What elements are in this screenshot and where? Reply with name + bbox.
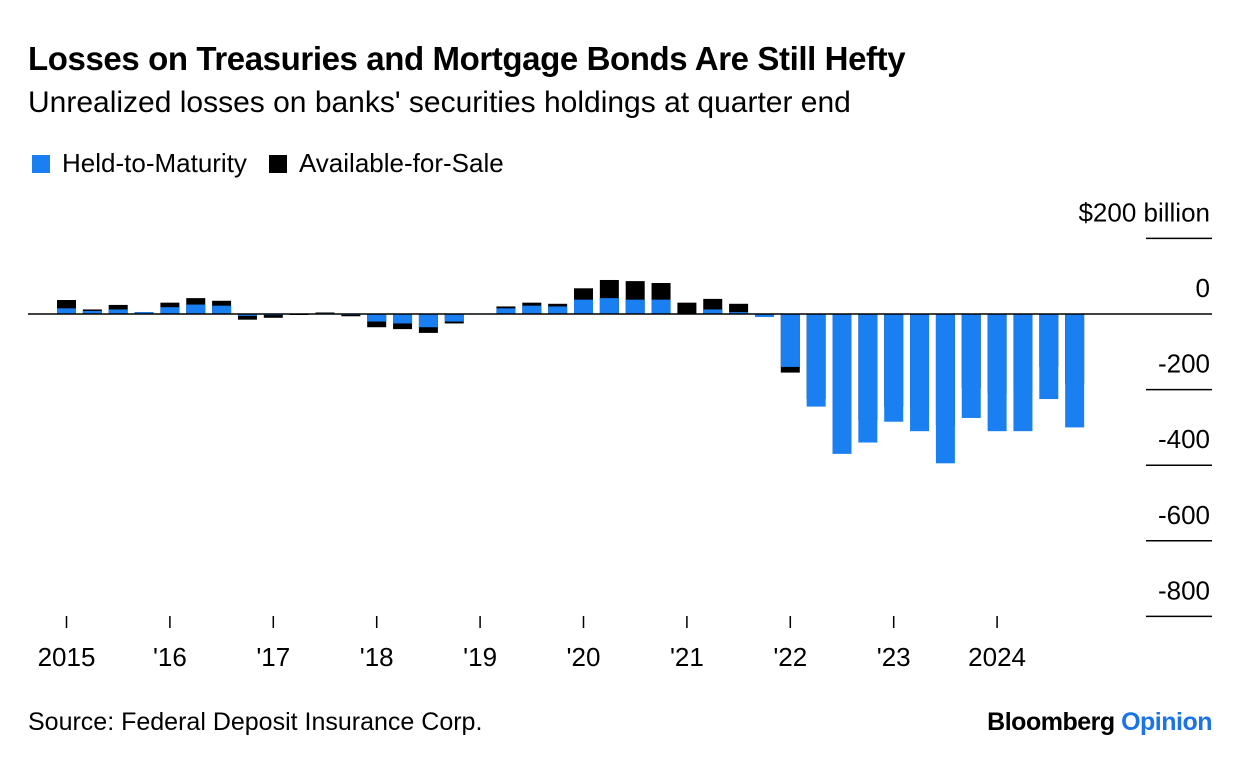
bar-held-to-maturity [186, 304, 206, 314]
bar-held-to-maturity [134, 312, 154, 314]
y-tick-label: 0 [1196, 273, 1210, 303]
bar-held-to-maturity [212, 305, 232, 314]
bar-held-to-maturity [754, 314, 774, 318]
bar-held-to-maturity [729, 312, 749, 314]
bar-held-to-maturity [599, 298, 619, 314]
bar-available-for-sale [237, 314, 257, 320]
bar-held-to-maturity [806, 314, 826, 407]
legend: Held-to-Maturity Available-for-Sale [32, 148, 526, 179]
x-tick-label: '17 [256, 642, 290, 672]
bar-held-to-maturity [935, 314, 955, 464]
bar-held-to-maturity [57, 308, 76, 314]
x-tick-label: '21 [670, 642, 704, 672]
bar-held-to-maturity [393, 314, 413, 324]
bar-held-to-maturity [832, 314, 852, 454]
y-tick-label: -600 [1158, 500, 1210, 530]
y-tick-label: -800 [1158, 575, 1210, 605]
brand-opinion: Opinion [1121, 708, 1212, 736]
bar-held-to-maturity [884, 314, 904, 422]
chart-subtitle: Unrealized losses on banks' securities h… [28, 86, 851, 119]
bar-held-to-maturity [82, 310, 102, 314]
x-tick-label: '20 [567, 642, 601, 672]
bar-held-to-maturity [625, 299, 645, 314]
bar-held-to-maturity [522, 305, 542, 314]
legend-item-held: Held-to-Maturity [32, 148, 247, 179]
bar-held-to-maturity [160, 307, 180, 314]
x-axis-ticks: 2015 '16 '17 '18 '19 '20 '21 '22 '23 2024 [38, 616, 1026, 672]
legend-item-available: Available-for-Sale [268, 148, 504, 179]
bar-available-for-sale [729, 303, 749, 314]
x-tick-label: 2024 [968, 642, 1026, 672]
bar-held-to-maturity [367, 314, 387, 322]
brand-bloomberg: Bloomberg [987, 708, 1115, 736]
bar-held-to-maturity [444, 314, 464, 322]
y-gridlines [1146, 237, 1212, 618]
legend-label-held: Held-to-Maturity [62, 148, 247, 178]
x-tick-label: '16 [153, 642, 187, 672]
bar-held-to-maturity [651, 299, 671, 314]
source-note: Source: Federal Deposit Insurance Corp. [28, 708, 483, 736]
bar-held-to-maturity [1039, 314, 1059, 400]
bar-held-to-maturity [858, 314, 878, 443]
chart-title: Losses on Treasuries and Mortgage Bonds … [28, 40, 906, 77]
x-tick-label: '19 [463, 642, 497, 672]
y-tick-label: -400 [1158, 424, 1210, 454]
bar-available-for-sale [341, 314, 361, 317]
bar-held-to-maturity [780, 314, 800, 367]
x-tick-label: '23 [877, 642, 911, 672]
bar-held-to-maturity [574, 299, 593, 314]
bar-held-to-maturity [237, 314, 257, 316]
bar-held-to-maturity [910, 314, 930, 432]
x-tick-label: '22 [773, 642, 807, 672]
bar-held-to-maturity [1065, 314, 1085, 428]
bar-held-to-maturity [496, 308, 516, 314]
legend-swatch-held [32, 154, 50, 173]
y-tick-label: -200 [1158, 349, 1210, 379]
x-tick-label: 2015 [38, 642, 96, 672]
bar-held-to-maturity [548, 306, 568, 314]
bar-held-to-maturity [961, 314, 981, 418]
bar-held-to-maturity [1013, 314, 1033, 432]
bar-held-to-maturity [418, 314, 438, 328]
y-tick-label: $200 billion [1078, 197, 1210, 227]
bars [57, 279, 1085, 464]
bar-held-to-maturity [703, 309, 723, 314]
legend-label-available: Available-for-Sale [298, 148, 504, 178]
bar-held-to-maturity [108, 309, 128, 314]
bar-available-for-sale [677, 302, 697, 314]
bar-available-for-sale [263, 314, 283, 318]
brand-logo: Bloomberg Opinion [987, 708, 1212, 737]
y-tick-labels: $200 billion 0 -200 -400 -600 -800 [1078, 197, 1210, 605]
legend-swatch-available [268, 154, 287, 173]
x-tick-label: '18 [360, 642, 394, 672]
bar-held-to-maturity [987, 314, 1007, 432]
